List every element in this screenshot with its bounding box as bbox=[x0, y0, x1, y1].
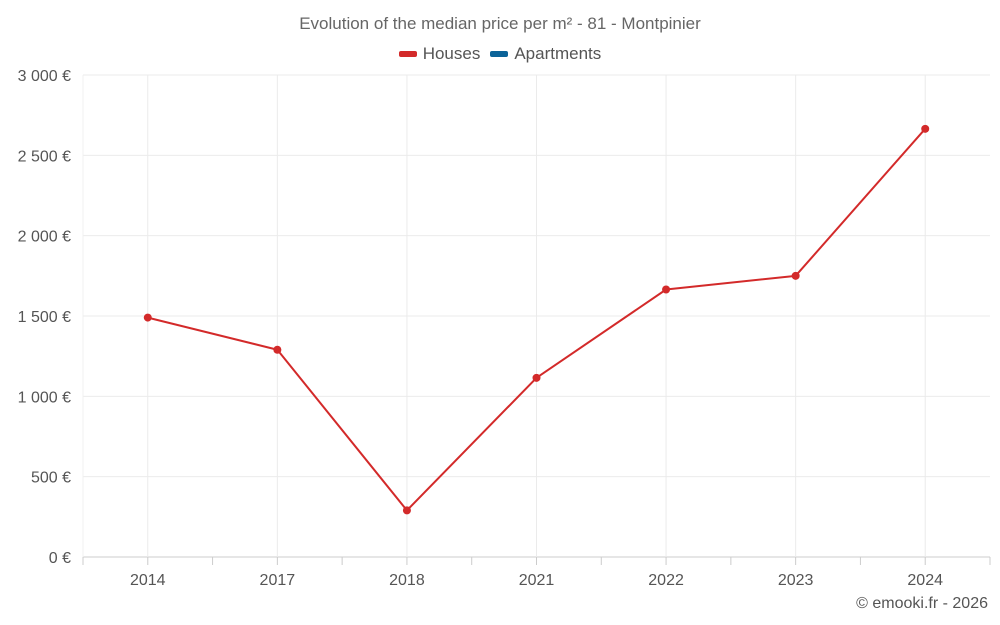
y-tick-label: 1 500 € bbox=[18, 309, 71, 326]
data-point-houses bbox=[791, 271, 800, 280]
legend-label-houses: Houses bbox=[422, 44, 481, 63]
x-tick-label: 2024 bbox=[907, 572, 943, 589]
legend-item-houses[interactable]: Houses bbox=[398, 44, 481, 64]
x-tick-label: 2021 bbox=[519, 572, 555, 589]
y-tick-label: 2 500 € bbox=[18, 148, 71, 165]
legend-label-apartments: Apartments bbox=[514, 44, 602, 63]
y-tick-label: 2 000 € bbox=[18, 229, 71, 246]
y-tick-label: 500 € bbox=[31, 470, 71, 487]
data-point-houses bbox=[143, 313, 152, 322]
legend-item-apartments[interactable]: Apartments bbox=[490, 44, 601, 64]
credit-text: © emooki.fr - 2026 bbox=[856, 595, 988, 612]
data-point-houses bbox=[921, 124, 930, 133]
x-tick-label: 2018 bbox=[389, 572, 425, 589]
y-tick-label: 1 000 € bbox=[18, 389, 71, 406]
legend: Houses Apartments bbox=[0, 44, 1000, 64]
chart-title: Evolution of the median price per m² - 8… bbox=[299, 14, 701, 33]
x-tick-label: 2017 bbox=[260, 572, 296, 589]
data-point-houses bbox=[273, 345, 282, 354]
y-tick-label: 0 € bbox=[49, 550, 71, 567]
data-point-houses bbox=[402, 506, 411, 515]
legend-swatch-apartments bbox=[490, 51, 509, 57]
x-tick-label: 2023 bbox=[778, 572, 814, 589]
x-tick-label: 2022 bbox=[648, 572, 684, 589]
y-tick-label: 3 000 € bbox=[18, 68, 71, 85]
data-point-houses bbox=[532, 373, 541, 382]
x-tick-label: 2014 bbox=[130, 572, 166, 589]
legend-swatch-houses bbox=[398, 51, 417, 57]
data-point-houses bbox=[662, 285, 671, 294]
